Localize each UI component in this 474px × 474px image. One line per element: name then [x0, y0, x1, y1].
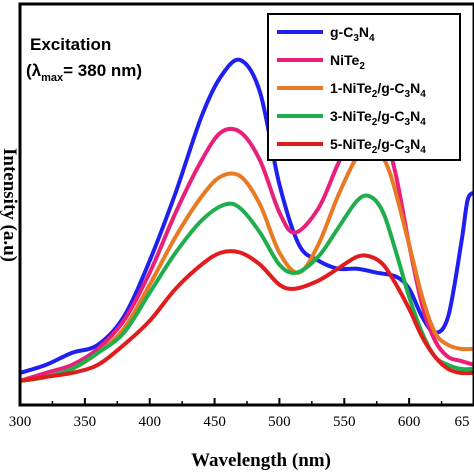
x-tick-label: 65 — [455, 414, 470, 430]
legend-label-5: 5-NiTe2/g-C3N4 — [330, 136, 426, 156]
legend-label-3: 1-NiTe2/g-C3N4 — [330, 80, 426, 100]
chart-lines-layer — [20, 57, 474, 383]
series-line-2 — [20, 114, 474, 383]
x-tick-label: 600 — [398, 414, 421, 430]
legend-label-4: 3-NiTe2/g-C3N4 — [330, 108, 426, 128]
annotation-line2: (λmax= 380 nm) — [26, 61, 142, 84]
x-axis-label: Wavelength (nm) — [191, 450, 331, 471]
x-tick-label: 400 — [138, 414, 161, 430]
x-tick-label: 450 — [203, 414, 226, 430]
excitation-annotation: Excitation (λmax= 380 nm) — [26, 35, 142, 84]
legend: g-C3N4 NiTe2 1-NiTe2/g-C3N4 3-NiTe2/g-C3N4 5… — [267, 13, 461, 161]
x-tick-label: 550 — [333, 414, 356, 430]
x-tick-label: 500 — [268, 414, 291, 430]
y-axis-label: Intensity (a.u) — [0, 148, 20, 262]
annotation-line1: Excitation — [30, 35, 111, 54]
series-line-3 — [20, 141, 474, 383]
x-tick-label: 300 — [9, 414, 32, 430]
legend-label-2: NiTe2 — [330, 52, 365, 72]
x-tick-label: 350 — [74, 414, 97, 430]
series-line-5 — [20, 249, 474, 383]
x-ticks-layer: 300 350 400 450 500 550 600 65 — [9, 398, 474, 430]
legend-label-1: g-C3N4 — [330, 24, 375, 44]
